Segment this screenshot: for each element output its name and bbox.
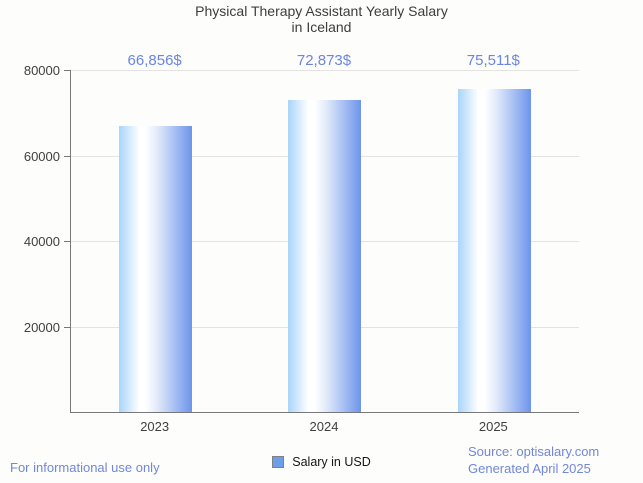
- y-axis-tick: [64, 327, 70, 328]
- y-axis-tick-label: 80000: [23, 63, 60, 78]
- source-text: Source: optisalary.com: [468, 444, 600, 459]
- chart-title-line2: in Iceland: [291, 19, 352, 35]
- x-axis-label: 2023: [140, 419, 170, 434]
- value-label: 72,873$: [296, 52, 352, 69]
- bar-slot: [240, 70, 409, 412]
- y-axis-tick-label: 40000: [23, 234, 60, 249]
- x-axis-label: 2024: [309, 419, 339, 434]
- legend-swatch-icon: [272, 456, 285, 468]
- y-axis-tick: [64, 241, 70, 242]
- value-label: 75,511$: [466, 52, 520, 69]
- chart-title-line1: Physical Therapy Assistant Yearly Salary: [195, 3, 448, 19]
- source-block: Source: optisalary.com Generated April 2…: [468, 443, 599, 477]
- bars-row: [71, 70, 579, 412]
- bar-slot: [71, 70, 240, 412]
- legend-label: Salary in USD: [292, 455, 371, 469]
- plot-area: [70, 70, 579, 413]
- bar-2023: [119, 126, 193, 412]
- legend: Salary in USD: [0, 455, 643, 469]
- y-axis-labels: 20000 40000 60000 80000: [0, 0, 60, 420]
- bar-2024: [288, 100, 362, 412]
- value-labels-row: 66,856$ 72,873$ 75,511$: [70, 52, 578, 70]
- bar-slot: [410, 70, 579, 412]
- y-axis-tick-label: 60000: [23, 149, 60, 164]
- gridline: [71, 70, 579, 71]
- generated-text: Generated April 2025: [468, 461, 591, 476]
- chart-title: Physical Therapy Assistant Yearly Salary…: [0, 3, 643, 35]
- value-label: 66,856$: [127, 52, 182, 69]
- y-axis-tick-label: 20000: [23, 320, 60, 335]
- y-axis-tick: [64, 156, 70, 157]
- x-axis-label: 2025: [478, 419, 508, 434]
- disclaimer-text: For informational use only: [10, 460, 160, 475]
- bar-2025: [457, 89, 531, 412]
- x-axis-labels: 2023 2024 2025: [70, 419, 578, 434]
- y-axis-tick: [64, 70, 70, 71]
